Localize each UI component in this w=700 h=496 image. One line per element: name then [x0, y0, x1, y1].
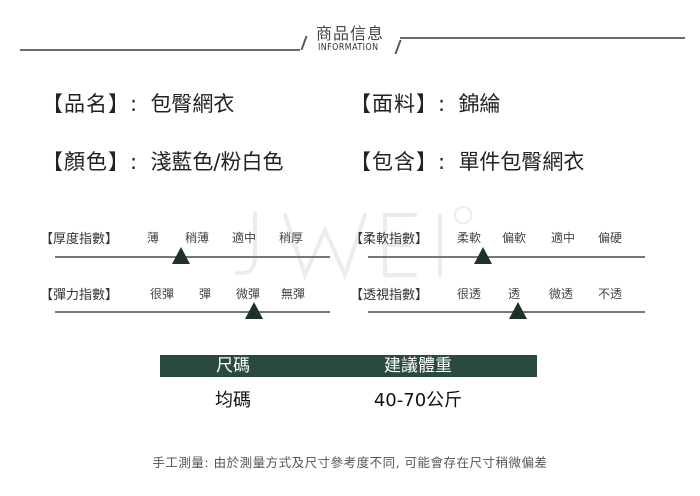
scale-track [368, 311, 645, 313]
scale-track [55, 311, 330, 313]
attr-value: 包臀網衣 [150, 92, 235, 116]
size-table-header: 尺碼 建議體重 [160, 355, 537, 377]
scale-option: 微透 [548, 287, 574, 301]
cell-weight: 40-70公斤 [373, 390, 463, 411]
attr-key: 【面料】 [350, 92, 438, 116]
scale-marker-triangle-icon [244, 302, 263, 319]
header-weight: 建議體重 [384, 356, 452, 376]
header-divider-right [400, 37, 685, 39]
header-slash-left [300, 36, 308, 50]
attr-sep: : [438, 150, 446, 174]
scale-option: 適中 [231, 231, 257, 245]
attr-sep: : [438, 92, 446, 116]
scale-marker-triangle-icon [171, 247, 190, 264]
scale-option: 很透 [456, 287, 482, 301]
scale-label: 【柔軟指數】 [350, 232, 429, 247]
attr-includes: 【包含】: 單件包臀網衣 [350, 146, 584, 176]
scale-option: 偏硬 [597, 231, 623, 245]
scale-option: 透 [507, 287, 521, 301]
section-title: 商品信息 [316, 24, 385, 43]
footer-note: 手工測量: 由於測量方式及尺寸參考度不同, 可能會存在尺寸稍微偏差 [152, 455, 548, 470]
attr-value: 淺藍色/粉白色 [150, 150, 284, 174]
header-size: 尺碼 [216, 356, 250, 376]
scale-option: 偏軟 [501, 231, 527, 245]
attr-color: 【顏色】: 淺藍色/粉白色 [42, 146, 284, 176]
attr-key: 【品名】 [42, 92, 130, 116]
scale-option: 稍厚 [278, 231, 304, 245]
scale-option: 彈 [198, 287, 212, 301]
cell-size: 均碼 [215, 390, 251, 411]
scale-label: 【透視指數】 [350, 288, 429, 303]
attr-sep: : [130, 150, 138, 174]
attr-value: 單件包臀網衣 [458, 150, 585, 174]
attr-material: 【面料】: 錦綸 [350, 88, 500, 118]
header-divider-left [20, 49, 300, 51]
attr-sep: : [130, 92, 138, 116]
scale-option: 無彈 [280, 287, 306, 301]
attr-key: 【顏色】 [42, 150, 130, 174]
scale-option: 稍薄 [184, 231, 210, 245]
scale-track [368, 256, 645, 258]
watermark-logo [235, 206, 472, 281]
attr-key: 【包含】 [350, 150, 438, 174]
scale-marker-triangle-icon [474, 247, 493, 264]
scale-option: 很彈 [149, 287, 175, 301]
attr-value: 錦綸 [458, 92, 501, 116]
attr-name: 【品名】: 包臀網衣 [42, 88, 234, 118]
section-subtitle: INFORMATION [318, 42, 379, 53]
scale-option: 薄 [146, 231, 160, 245]
scale-marker-triangle-icon [509, 302, 528, 319]
scale-option: 適中 [550, 231, 576, 245]
header-slash-right [394, 40, 402, 54]
scale-option: 不透 [597, 287, 623, 301]
scale-option: 微彈 [235, 287, 261, 301]
scale-label: 【彈力指數】 [40, 288, 119, 303]
scale-option: 柔軟 [456, 231, 482, 245]
scale-track [55, 256, 330, 258]
scale-label: 【厚度指數】 [40, 232, 119, 247]
